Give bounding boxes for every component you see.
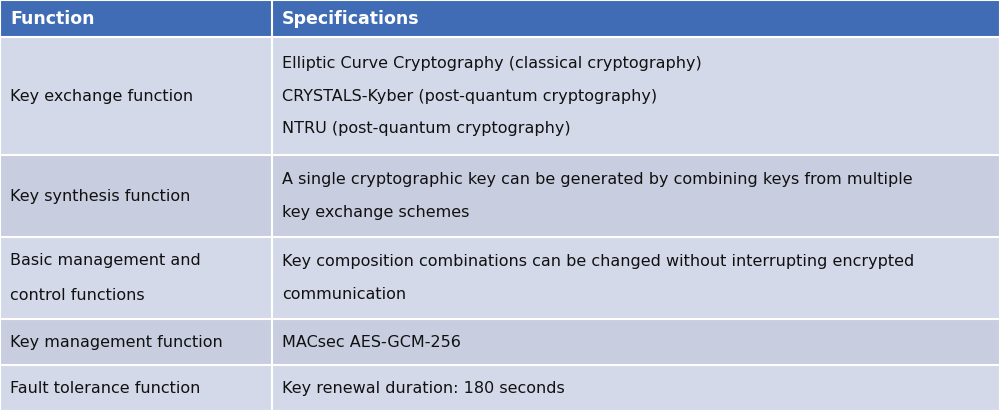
Text: Elliptic Curve Cryptography (classical cryptography): Elliptic Curve Cryptography (classical c…: [282, 56, 702, 71]
Bar: [0, 319, 1000, 365]
Text: Fault tolerance function: Fault tolerance function: [10, 381, 200, 395]
Text: control functions: control functions: [10, 288, 145, 303]
Bar: [0, 155, 1000, 237]
Bar: [0, 0, 1000, 37]
Text: A single cryptographic key can be generated by combining keys from multiple: A single cryptographic key can be genera…: [282, 172, 913, 187]
Text: Key synthesis function: Key synthesis function: [10, 189, 190, 203]
Text: Key management function: Key management function: [10, 335, 223, 349]
Text: NTRU (post-quantum cryptography): NTRU (post-quantum cryptography): [282, 121, 571, 136]
Text: CRYSTALS-Kyber (post-quantum cryptography): CRYSTALS-Kyber (post-quantum cryptograph…: [282, 88, 657, 104]
Text: MACsec AES-GCM-256: MACsec AES-GCM-256: [282, 335, 461, 349]
Bar: [0, 237, 1000, 319]
Text: communication: communication: [282, 287, 406, 302]
Bar: [0, 365, 1000, 411]
Text: Key exchange function: Key exchange function: [10, 88, 193, 104]
Bar: [0, 37, 1000, 155]
Text: Function: Function: [10, 9, 94, 28]
Text: key exchange schemes: key exchange schemes: [282, 205, 469, 220]
Text: Key renewal duration: 180 seconds: Key renewal duration: 180 seconds: [282, 381, 565, 395]
Text: Specifications: Specifications: [282, 9, 420, 28]
Text: Key composition combinations can be changed without interrupting encrypted: Key composition combinations can be chan…: [282, 254, 914, 269]
Text: Basic management and: Basic management and: [10, 253, 201, 268]
